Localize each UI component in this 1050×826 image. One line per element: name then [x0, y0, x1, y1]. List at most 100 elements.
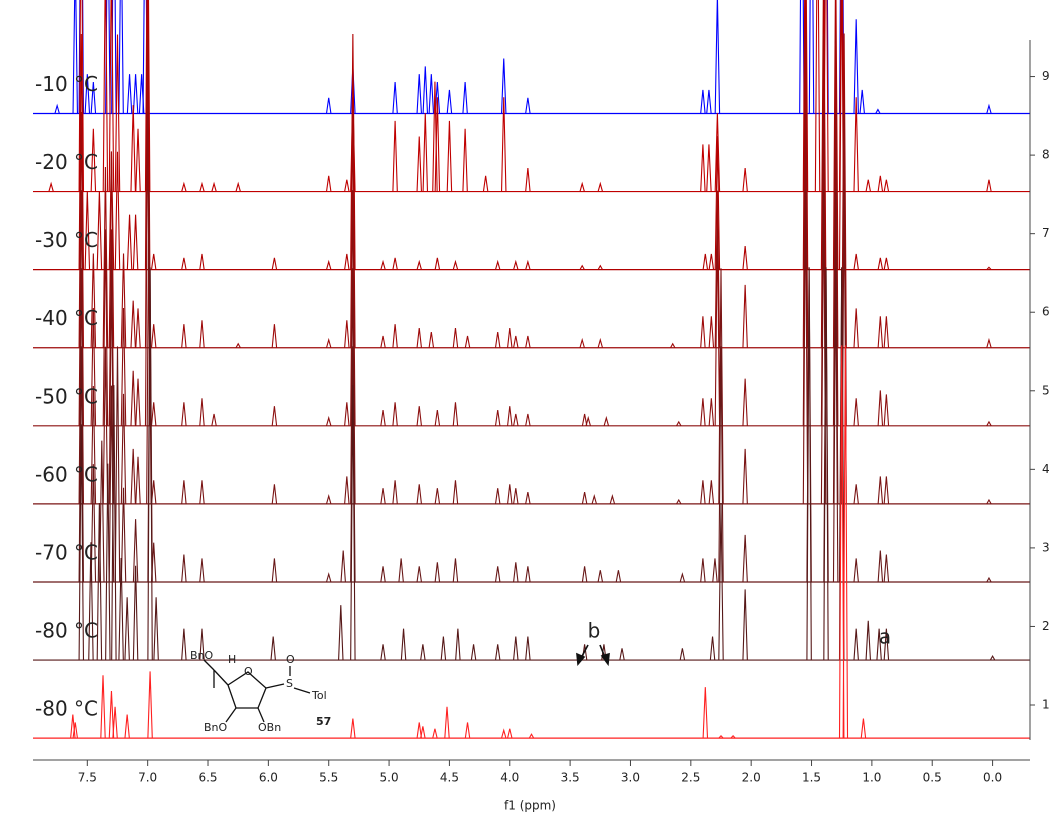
peak	[135, 456, 141, 504]
peak	[525, 259, 531, 270]
peak	[181, 628, 187, 661]
peak	[102, 229, 109, 426]
peak	[380, 335, 386, 348]
peak	[853, 628, 859, 661]
peak	[132, 74, 139, 114]
peak	[742, 448, 748, 504]
peak	[350, 33, 356, 270]
peak	[124, 714, 130, 739]
peak	[799, 0, 805, 114]
peak	[597, 264, 603, 270]
x-tick-label: 2.5	[681, 771, 700, 785]
annotation: b	[588, 619, 601, 643]
peak	[344, 402, 350, 426]
peak	[271, 257, 278, 270]
peak	[325, 415, 332, 426]
structure-label: BnO	[190, 649, 214, 662]
x-tick-label: 1.5	[802, 771, 821, 785]
peak	[714, 0, 721, 114]
y-tick-label: 5	[1042, 383, 1050, 397]
peak	[597, 570, 604, 583]
peak	[700, 558, 706, 583]
peak	[986, 420, 992, 427]
peak	[579, 264, 585, 270]
peak	[708, 398, 715, 426]
peak	[392, 257, 398, 270]
peak	[986, 179, 992, 192]
peak	[883, 628, 890, 661]
peak	[676, 420, 682, 427]
peak	[832, 267, 839, 582]
peak	[860, 718, 867, 739]
peak	[96, 502, 103, 661]
structure-label: BnO	[204, 721, 228, 734]
peak	[78, 33, 85, 270]
peak	[883, 316, 890, 348]
peak	[581, 566, 588, 583]
peak	[802, 189, 809, 504]
peak	[120, 487, 127, 583]
peak	[700, 316, 706, 348]
peak	[114, 151, 121, 270]
peak	[90, 128, 97, 192]
peak	[126, 74, 133, 114]
peak	[700, 480, 706, 504]
peak	[883, 257, 890, 270]
peak	[118, 557, 124, 661]
peak	[883, 179, 890, 192]
peak	[135, 308, 141, 348]
peak	[380, 566, 386, 583]
peak	[838, 345, 845, 739]
peak	[742, 534, 748, 583]
peak	[446, 120, 453, 192]
peak	[500, 58, 507, 114]
peak	[416, 484, 422, 504]
peak	[325, 97, 332, 114]
peak	[416, 259, 422, 270]
peak	[325, 259, 332, 270]
peak	[102, 0, 109, 192]
x-tick-label: 4.5	[440, 771, 459, 785]
peak	[181, 554, 187, 583]
peak	[513, 562, 519, 583]
peak	[416, 566, 422, 583]
peak	[416, 328, 422, 348]
peak	[525, 413, 531, 426]
peak	[114, 34, 121, 192]
peak	[525, 97, 531, 114]
annotation: a	[879, 625, 891, 649]
peak	[494, 410, 501, 426]
peak	[708, 316, 715, 348]
peak	[494, 566, 501, 583]
y-tick-label: 7	[1042, 226, 1050, 240]
peak	[416, 722, 422, 739]
peak	[700, 144, 706, 192]
peak	[455, 628, 461, 661]
peak	[462, 128, 468, 192]
peak	[877, 257, 884, 270]
x-axis-label: f1 (ppm)	[504, 799, 556, 813]
peak	[986, 103, 992, 114]
peak	[742, 589, 748, 661]
peak	[199, 398, 205, 426]
peak	[325, 494, 332, 505]
peak	[814, 0, 821, 192]
peak	[344, 179, 350, 192]
peak	[482, 175, 489, 192]
peak	[706, 89, 712, 114]
peak	[102, 167, 109, 348]
peak	[679, 572, 686, 583]
peak	[420, 726, 426, 739]
y-tick-label: 9	[1042, 69, 1050, 83]
peak	[859, 89, 865, 114]
peak	[730, 734, 736, 739]
peak	[380, 259, 386, 270]
peak	[428, 74, 435, 114]
peak	[108, 691, 115, 739]
structure-label: O	[244, 665, 253, 678]
peak	[181, 324, 187, 348]
peak	[380, 644, 386, 661]
peak	[416, 136, 422, 192]
peak	[181, 257, 187, 270]
peak	[147, 267, 153, 661]
